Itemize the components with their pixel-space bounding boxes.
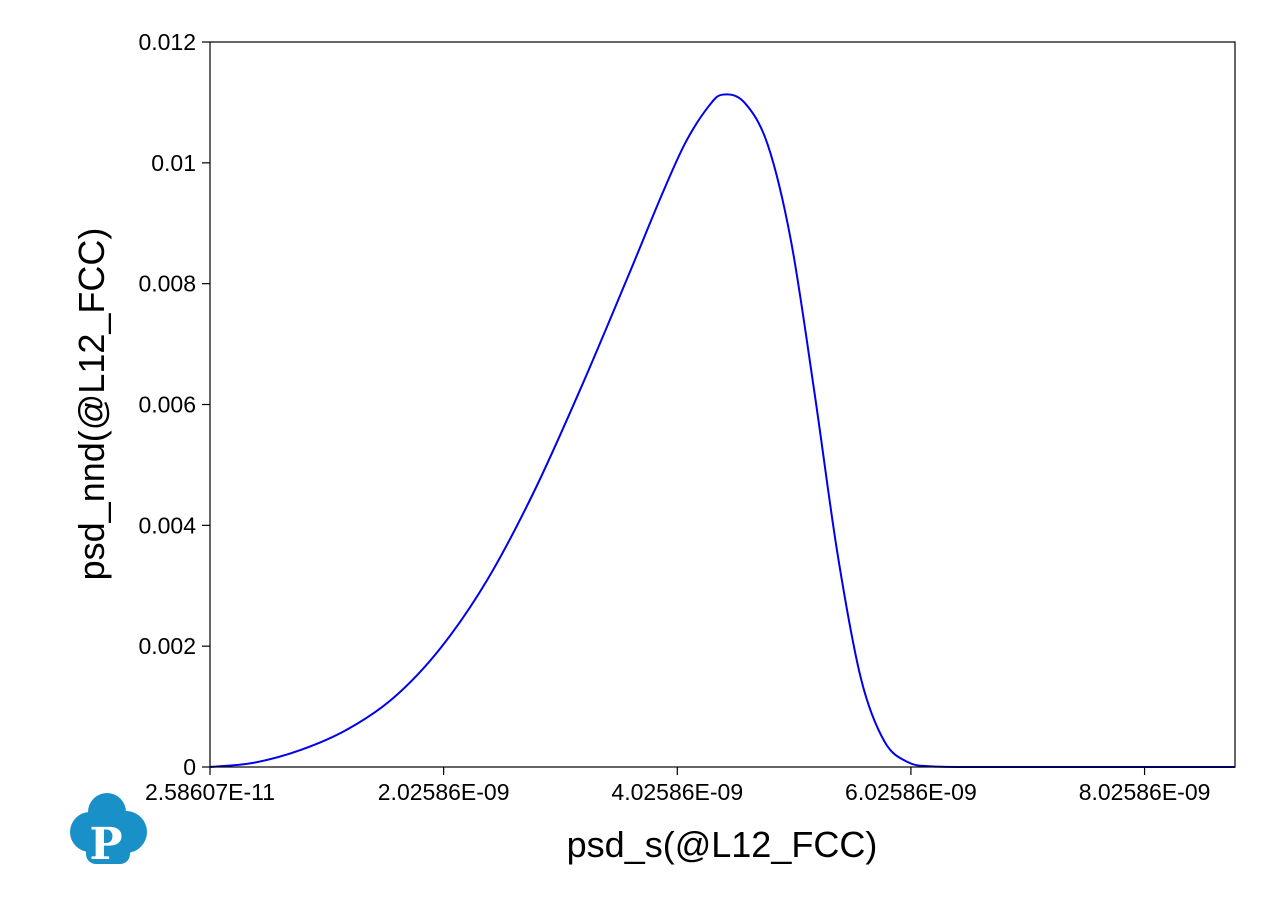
y-tick-label: 0.002 xyxy=(138,633,196,659)
y-tick-label: 0.008 xyxy=(138,271,196,297)
logo: P xyxy=(70,793,147,870)
y-tick-label: 0.006 xyxy=(138,392,196,418)
x-tick-label: 2.02586E-09 xyxy=(378,779,510,805)
y-tick-label: 0.01 xyxy=(151,150,196,176)
plot-frame xyxy=(209,41,1236,768)
logo-letter: P xyxy=(89,819,122,870)
x-tick-label: 2.58607E-11 xyxy=(145,779,275,805)
x-tick-label: 4.02586E-09 xyxy=(611,779,743,805)
cloud-logo-icon xyxy=(70,793,147,864)
x-axis-title: psd_s(@L12_FCC) xyxy=(567,824,878,865)
y-tick-label: 0.004 xyxy=(138,512,196,538)
ticks-layer: 2.58607E-11 2.02586E-09 4.02586E-09 6.02586… xyxy=(138,29,1210,805)
x-tick-label: 6.02586E-09 xyxy=(845,779,977,805)
y-tick-label: 0.012 xyxy=(138,29,196,55)
y-axis-title: psd_nnd(@L12_FCC) xyxy=(71,228,112,581)
y-tick-label: 0 xyxy=(183,754,196,780)
x-tick-label: 8.02586E-09 xyxy=(1079,779,1211,805)
